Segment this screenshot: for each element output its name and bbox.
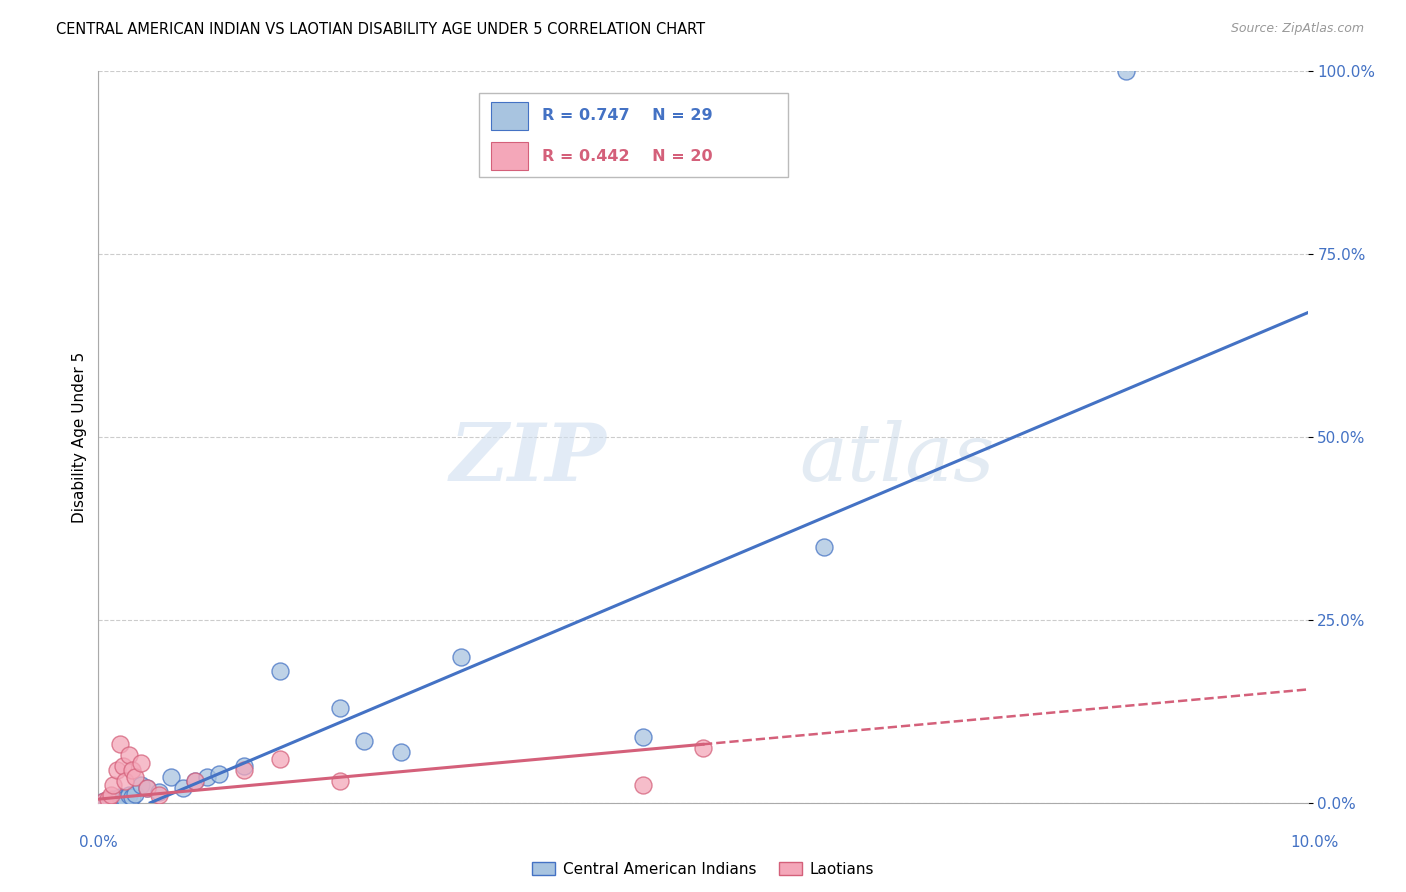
- Point: [195, 770, 218, 784]
- Point: [232, 763, 254, 777]
- Text: ZIP: ZIP: [450, 420, 606, 498]
- Point: [111, 759, 134, 773]
- Point: [124, 787, 146, 801]
- Point: [269, 664, 291, 678]
- Point: [692, 740, 714, 755]
- Point: [813, 540, 835, 554]
- Point: [93, 794, 115, 808]
- Point: [172, 781, 194, 796]
- Point: [184, 773, 207, 788]
- Point: [97, 792, 120, 806]
- Point: [118, 789, 141, 803]
- Text: R = 0.442    N = 20: R = 0.442 N = 20: [543, 149, 713, 164]
- Point: [1115, 64, 1137, 78]
- Point: [148, 785, 170, 799]
- Point: [208, 766, 231, 780]
- Point: [135, 781, 157, 796]
- Text: R = 0.747    N = 29: R = 0.747 N = 29: [543, 109, 713, 123]
- Text: Source: ZipAtlas.com: Source: ZipAtlas.com: [1230, 22, 1364, 36]
- Point: [107, 792, 129, 806]
- Point: [389, 745, 412, 759]
- Point: [100, 794, 122, 808]
- Point: [124, 770, 146, 784]
- Point: [121, 789, 143, 804]
- Point: [160, 770, 183, 784]
- Point: [104, 794, 127, 808]
- Point: [450, 649, 472, 664]
- Text: atlas: atlas: [800, 420, 995, 498]
- Point: [631, 730, 654, 744]
- Point: [232, 759, 254, 773]
- Point: [101, 777, 124, 792]
- Point: [631, 777, 654, 792]
- Point: [105, 763, 128, 777]
- Point: [129, 777, 152, 792]
- FancyBboxPatch shape: [479, 94, 787, 178]
- Text: 0.0%: 0.0%: [79, 836, 118, 850]
- Point: [114, 773, 136, 788]
- Point: [100, 789, 122, 803]
- Point: [329, 700, 352, 714]
- Y-axis label: Disability Age Under 5: Disability Age Under 5: [72, 351, 87, 523]
- Point: [97, 794, 120, 808]
- Text: 10.0%: 10.0%: [1291, 836, 1339, 850]
- Point: [353, 733, 375, 747]
- Point: [135, 781, 157, 796]
- Point: [329, 773, 352, 788]
- Point: [93, 794, 115, 808]
- Point: [121, 763, 143, 777]
- Point: [108, 737, 131, 751]
- Point: [114, 792, 136, 806]
- Point: [118, 748, 141, 763]
- Point: [111, 791, 134, 805]
- Point: [269, 752, 291, 766]
- Point: [101, 792, 124, 806]
- Text: CENTRAL AMERICAN INDIAN VS LAOTIAN DISABILITY AGE UNDER 5 CORRELATION CHART: CENTRAL AMERICAN INDIAN VS LAOTIAN DISAB…: [56, 22, 706, 37]
- Point: [129, 756, 152, 770]
- Legend: Central American Indians, Laotians: Central American Indians, Laotians: [526, 855, 880, 883]
- FancyBboxPatch shape: [492, 143, 527, 170]
- Point: [108, 789, 131, 804]
- Point: [148, 789, 170, 803]
- FancyBboxPatch shape: [492, 102, 527, 130]
- Point: [184, 773, 207, 788]
